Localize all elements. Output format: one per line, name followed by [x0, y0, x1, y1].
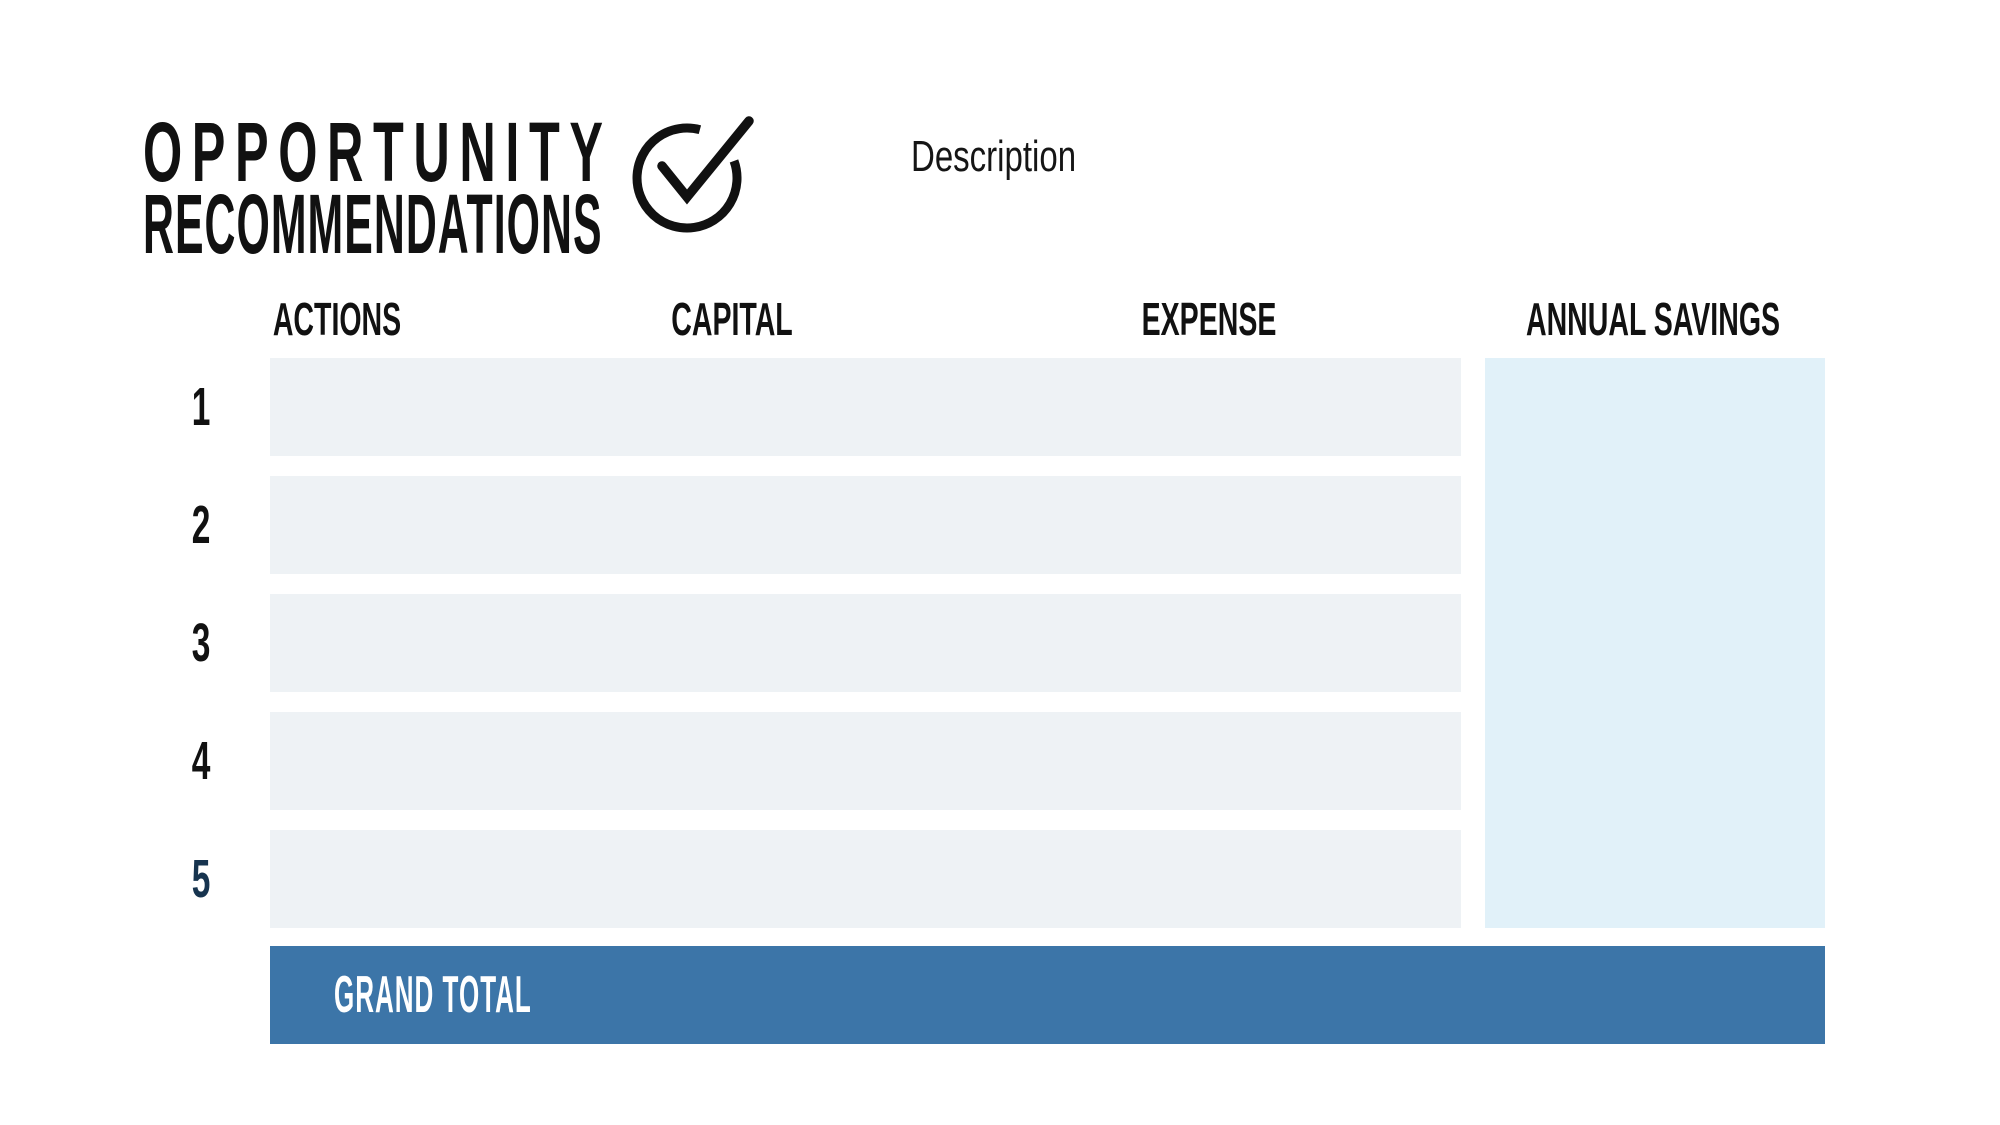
column-header-annual-savings: ANNUAL SAVINGS [1525, 293, 1781, 345]
row-4-fill-cell[interactable] [270, 712, 1461, 810]
row-2-fill-cell[interactable] [270, 476, 1461, 574]
row-5-fill-cell[interactable] [270, 830, 1461, 928]
row-number-4: 4 [191, 731, 211, 791]
row-3-fill-cell[interactable] [270, 594, 1461, 692]
column-header-capital: CAPITAL [671, 293, 793, 345]
grand-total-bar[interactable]: GRAND TOTAL [270, 946, 1825, 1044]
row-number-1: 1 [191, 377, 211, 437]
annual-savings-column[interactable] [1485, 358, 1825, 928]
row-number-3: 3 [191, 613, 211, 673]
column-header-expense: EXPENSE [1141, 293, 1277, 345]
page-title-line-1: OPPORTUNITY [143, 105, 613, 199]
check-circle-icon [632, 116, 754, 233]
column-header-actions: ACTIONS [272, 293, 402, 345]
grand-total-label: GRAND TOTAL [334, 966, 532, 1024]
row-number-5: 5 [191, 849, 211, 909]
row-1-fill-cell[interactable] [270, 358, 1461, 456]
page-title-line-2: RECOMMENDATIONS [143, 177, 603, 271]
description-label: Description [911, 132, 1077, 181]
row-number-2: 2 [191, 495, 211, 555]
